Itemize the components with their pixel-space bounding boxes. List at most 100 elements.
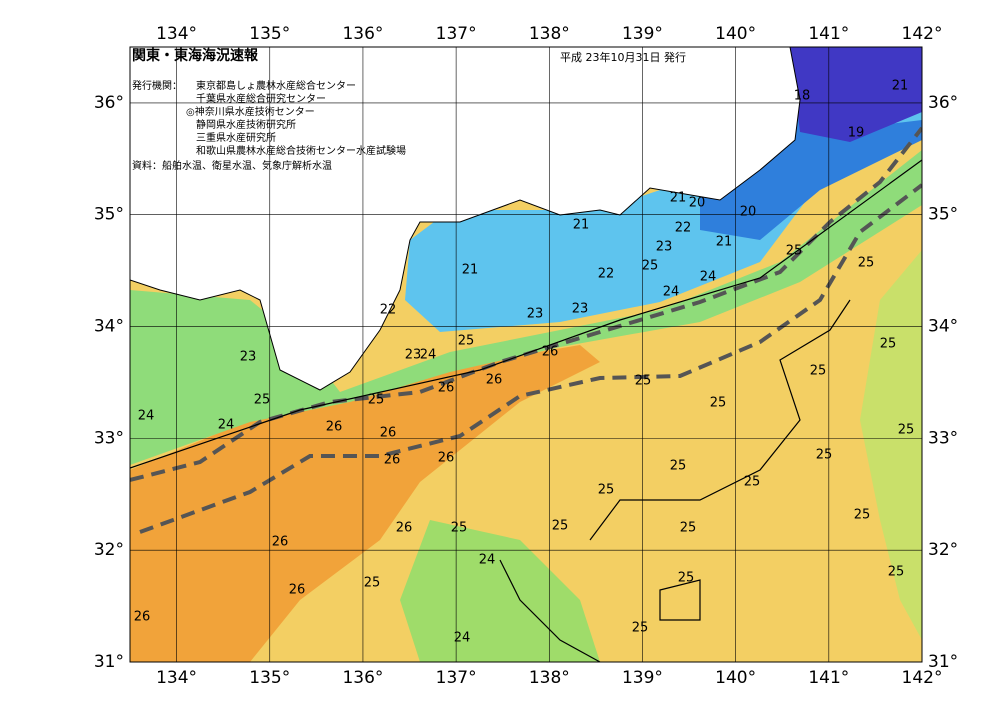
isotherm-label: 23	[572, 302, 589, 317]
isotherm-label: 25	[786, 244, 803, 259]
isotherm-label: 19	[848, 126, 865, 141]
isotherm-label: 25	[810, 364, 827, 379]
isotherm-label: 23	[240, 350, 257, 365]
isotherm-label: 24	[138, 409, 155, 424]
issuer: 東京都島しょ農林水産総合センター	[196, 79, 356, 92]
isotherm-label: 26	[486, 373, 503, 388]
lon-label: 136°	[342, 24, 383, 44]
land	[130, 47, 801, 391]
lat-label: 36°	[94, 93, 124, 113]
isotherm-label: 25	[642, 259, 659, 274]
lon-label: 142°	[902, 24, 943, 44]
kuroshio-axis	[139, 183, 922, 534]
cold-deep	[790, 47, 922, 142]
lat-label: 31°	[94, 652, 124, 672]
map-area	[130, 47, 922, 662]
coastal-green	[130, 150, 922, 465]
isotherm-label: 26	[542, 345, 559, 360]
isotherm-label: 25	[670, 459, 687, 474]
lon-label: 136°	[342, 668, 383, 688]
isotherm-label: 26	[438, 451, 455, 466]
lon-label: 139°	[622, 24, 663, 44]
lat-label: 32°	[94, 540, 124, 560]
lon-label: 140°	[715, 24, 756, 44]
lon-label: 135°	[249, 668, 290, 688]
lon-label: 141°	[808, 668, 849, 688]
lat-label: 36°	[928, 93, 958, 113]
kuroshio-core	[130, 345, 600, 662]
isotherm-label: 25	[635, 374, 652, 389]
isotherm-label: 25	[598, 483, 615, 498]
isotherm-label: 25	[254, 393, 271, 408]
lon-label: 135°	[249, 24, 290, 44]
isotherm-label: 26	[438, 381, 455, 396]
isotherm-label: 23	[527, 307, 544, 322]
isotherm-label: 26	[134, 610, 151, 625]
lon-label: 138°	[529, 668, 570, 688]
isotherm-label: 25	[888, 565, 905, 580]
issuer: 静岡県水産技術研究所	[196, 118, 296, 131]
isotherm-label: 21	[670, 191, 687, 206]
isotherm-label: 26	[289, 583, 306, 598]
lon-label: 134°	[156, 668, 197, 688]
isotherm-label: 26	[272, 535, 289, 550]
lon-label: 140°	[715, 668, 756, 688]
isotherm-label: 25	[854, 508, 871, 523]
isotherm-label: 20	[689, 196, 706, 211]
lon-label: 142°	[902, 668, 943, 688]
isotherm	[130, 159, 922, 662]
isotherm-label: 24	[454, 631, 471, 646]
isotherm-label: 25	[710, 396, 727, 411]
isotherm-label: 25	[368, 393, 385, 408]
lat-label: 35°	[94, 205, 124, 225]
lat-label: 33°	[928, 428, 958, 448]
isotherm-label: 26	[380, 426, 397, 441]
isotherm-label: 25	[880, 337, 897, 352]
sea-green-yellow	[860, 250, 922, 640]
cold-blue	[700, 110, 922, 240]
isotherm-label: 24	[420, 348, 437, 363]
source: 資料：船舶水温、衛星水温、気象庁解析水温	[132, 159, 332, 172]
lat-label: 34°	[94, 317, 124, 337]
issuer: ◎神奈川県水産技術センター	[186, 105, 315, 118]
sea-green	[400, 520, 600, 662]
lon-label: 139°	[622, 668, 663, 688]
isotherm-label: 26	[326, 420, 343, 435]
isotherm-label: 25	[632, 621, 649, 636]
issuer: 三重県水産研究所	[196, 131, 276, 144]
isotherm-label: 25	[451, 521, 468, 536]
map-frame	[129, 46, 923, 663]
isotherm-label: 24	[663, 285, 680, 300]
isotherm-label: 25	[678, 571, 695, 586]
lon-label: 134°	[156, 24, 197, 44]
isotherm-label: 22	[675, 221, 692, 236]
issuer-label: 発行機関：	[132, 79, 182, 92]
isotherm-label: 22	[598, 267, 615, 282]
isotherm-label: 25	[858, 256, 875, 271]
isotherm-label: 25	[816, 448, 833, 463]
kuroshio-axis	[130, 126, 922, 482]
issuer-list: 東京都島しょ農林水産総合センター千葉県水産総合研究センター◎神奈川県水産技術セン…	[186, 79, 406, 157]
isotherm-label: 24	[479, 553, 496, 568]
isotherm-label: 24	[700, 270, 717, 285]
isotherm-label: 23	[405, 348, 422, 363]
lat-label: 35°	[928, 205, 958, 225]
issuer: 和歌山県農林水産総合技術センター水産試験場	[196, 144, 406, 157]
isotherm-label: 21	[573, 218, 590, 233]
lat-label: 34°	[928, 317, 958, 337]
isotherm-label: 23	[656, 240, 673, 255]
isotherm-label: 21	[892, 79, 909, 94]
isotherm-label: 25	[364, 576, 381, 591]
isotherm-label: 21	[716, 235, 733, 250]
lon-label: 141°	[808, 24, 849, 44]
isotherm-label: 25	[458, 334, 475, 349]
issue-date: 平成 23年10月31日 発行	[560, 50, 686, 64]
issuer: 千葉県水産総合研究センター	[196, 92, 326, 105]
lon-label: 137°	[436, 668, 477, 688]
title: 関東・東海海況速報	[132, 47, 259, 64]
isotherm-label: 25	[744, 475, 761, 490]
isotherm-label: 20	[740, 205, 757, 220]
isotherm-label: 25	[680, 521, 697, 536]
